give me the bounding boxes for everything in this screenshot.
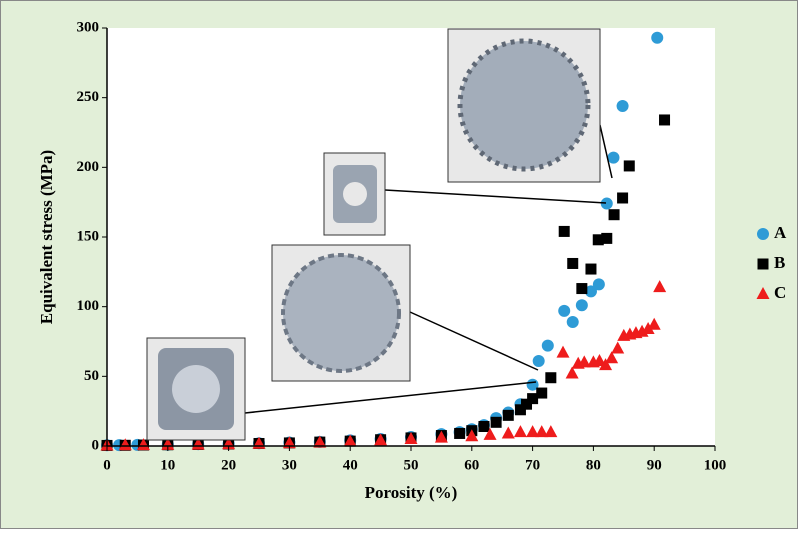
x-tick-label: 10 — [160, 457, 175, 473]
y-tick-label: 0 — [92, 437, 100, 453]
point — [558, 305, 570, 317]
point — [607, 152, 619, 164]
point — [576, 299, 588, 311]
point — [542, 340, 554, 352]
point — [659, 114, 670, 125]
point — [601, 198, 613, 210]
point — [533, 355, 545, 367]
y-tick-label: 300 — [77, 19, 100, 35]
point — [617, 192, 628, 203]
x-tick-label: 70 — [525, 457, 540, 473]
point — [651, 32, 663, 44]
chart: Porosity (%) Equivalent stress (MPa) 0 50… — [0, 0, 798, 529]
point — [609, 209, 620, 220]
point — [567, 316, 579, 328]
y-tick-label: 50 — [84, 368, 99, 384]
x-tick-label: 90 — [647, 457, 662, 473]
point — [624, 160, 635, 171]
y-axis-label: Equivalent stress (MPa) — [37, 150, 56, 324]
x-tick-label: 0 — [103, 457, 111, 473]
x-tick-label: 80 — [586, 457, 601, 473]
point — [478, 421, 489, 432]
point — [576, 283, 587, 294]
x-tick-label: 40 — [343, 457, 358, 473]
point — [503, 410, 514, 421]
x-tick-label: 30 — [282, 457, 297, 473]
x-tick-label: 60 — [464, 457, 479, 473]
y-tick-label: 250 — [77, 89, 100, 105]
point — [491, 417, 502, 428]
legend-marker — [757, 228, 769, 240]
y-tick-label: 200 — [77, 159, 100, 175]
point — [617, 100, 629, 112]
point — [559, 226, 570, 237]
point — [454, 428, 465, 439]
legend-label: B — [774, 253, 785, 272]
point — [545, 372, 556, 383]
point — [601, 233, 612, 244]
x-tick-label: 100 — [704, 457, 727, 473]
point — [593, 278, 605, 290]
x-axis-label: Porosity (%) — [365, 483, 458, 502]
legend-marker — [758, 259, 769, 270]
y-tick-label: 150 — [77, 228, 100, 244]
point — [567, 258, 578, 269]
point — [585, 264, 596, 275]
y-tick-label: 100 — [77, 298, 100, 314]
x-tick-label: 20 — [221, 457, 236, 473]
legend-label: C — [774, 283, 786, 302]
point — [536, 388, 547, 399]
legend-label: A — [774, 223, 787, 242]
x-tick-label: 50 — [404, 457, 419, 473]
